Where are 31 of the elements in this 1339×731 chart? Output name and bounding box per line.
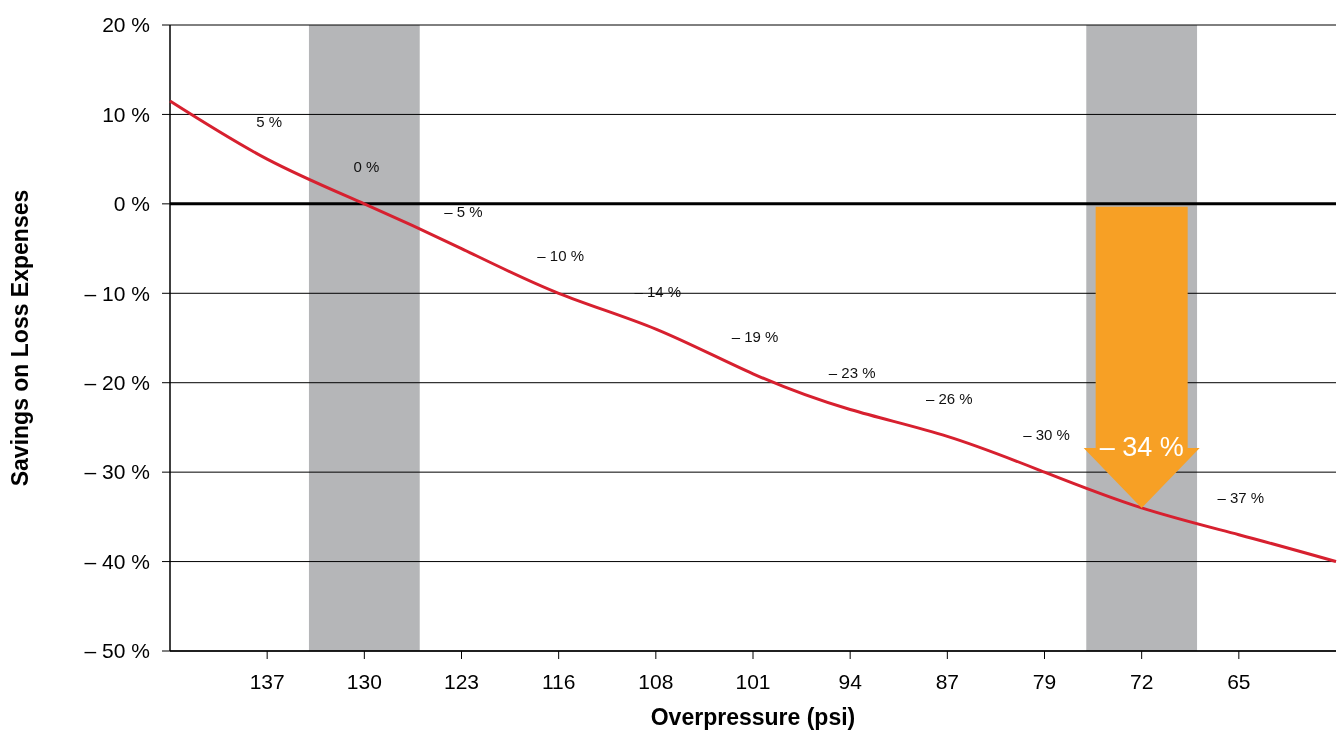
y-tick-label: – 20 % [84, 371, 150, 395]
y-tick-label: 10 % [102, 102, 150, 126]
y-tick-label: – 10 % [84, 281, 150, 305]
y-tick-label: – 40 % [84, 549, 150, 573]
x-tick-label: 130 [346, 670, 382, 693]
x-tick-label: 72 [1129, 670, 1154, 693]
y-tick-label: 0 % [113, 192, 150, 216]
x-axis-title: Overpressure (psi) [650, 704, 856, 730]
x-tick-label: 79 [1032, 670, 1057, 693]
x-tick-label: 87 [935, 670, 960, 693]
data-label: 0 % [353, 157, 380, 175]
x-tick-label: 123 [443, 670, 480, 693]
x-tick-label: 108 [638, 670, 674, 693]
y-tick-label: – 50 % [84, 639, 150, 663]
data-label: 5 % [256, 113, 283, 131]
x-tick-label: 137 [249, 670, 285, 693]
data-label: – 23 % [828, 363, 876, 381]
data-label: – 19 % [731, 327, 779, 345]
annotation: – 34 % [1099, 431, 1184, 462]
x-tick-label: 94 [838, 670, 863, 693]
y-tick-label: – 30 % [84, 460, 150, 484]
data-label: – 10 % [537, 247, 585, 265]
y-axis-title: Savings on Loss Expenses [7, 189, 33, 487]
x-tick-label: 65 [1227, 670, 1251, 693]
data-label: – 30 % [1023, 426, 1070, 444]
data-label: – 5 % [444, 202, 483, 220]
x-tick-label: 101 [735, 670, 771, 693]
data-label: – 37 % [1217, 488, 1265, 506]
data-label: – 26 % [925, 390, 973, 408]
y-tick-label: 20 % [102, 13, 150, 37]
x-tick-label: 116 [541, 670, 576, 693]
